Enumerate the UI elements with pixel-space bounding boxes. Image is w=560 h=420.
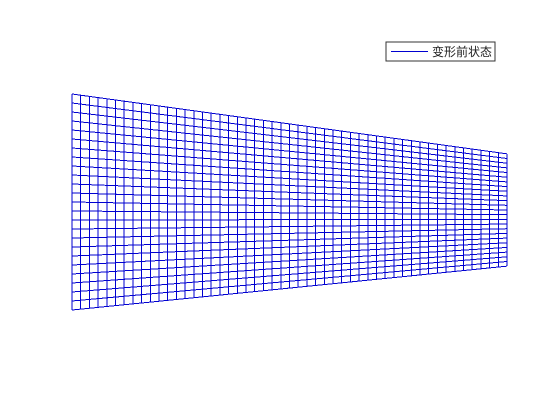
legend: 变形前状态	[385, 41, 496, 62]
mesh-grid	[71, 93, 508, 311]
legend-label: 变形前状态	[432, 44, 492, 59]
mesh-row-line	[71, 265, 508, 311]
legend-box	[385, 41, 496, 62]
